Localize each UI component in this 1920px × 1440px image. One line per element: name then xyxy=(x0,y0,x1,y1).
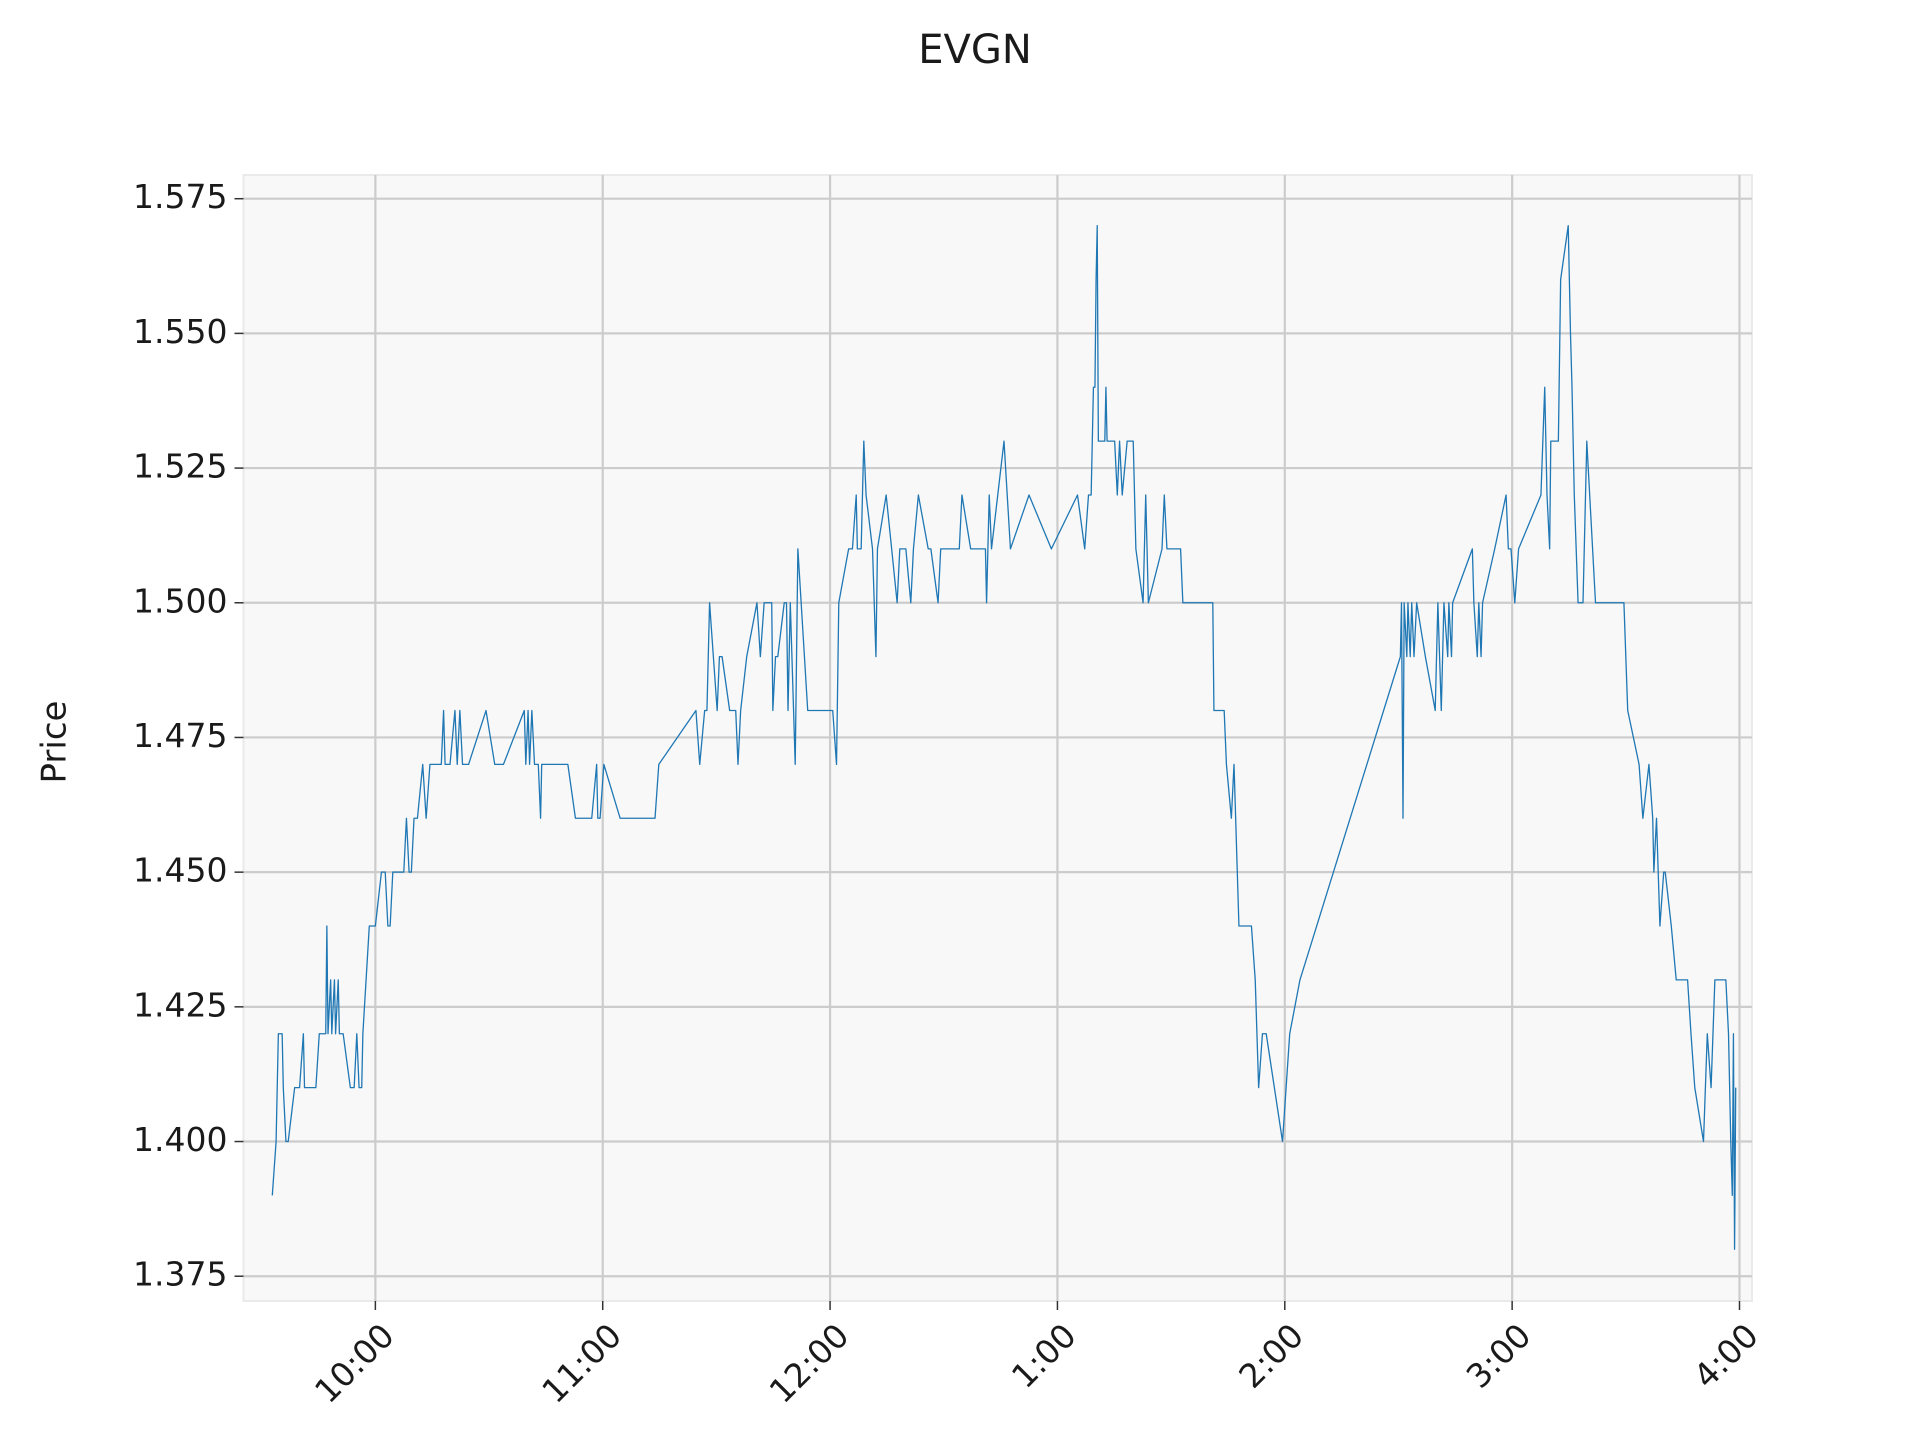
x-tick-label: 12:00 xyxy=(762,1316,857,1411)
chart-title: EVGN xyxy=(918,27,1032,73)
x-tick-label: 2:00 xyxy=(1231,1316,1311,1396)
price-line xyxy=(271,224,1737,1250)
y-tick-label: 1.450 xyxy=(133,851,227,890)
y-tick-label: 1.400 xyxy=(133,1120,227,1159)
y-tick-label: 1.425 xyxy=(133,985,227,1024)
y-tick-label: 1.375 xyxy=(133,1255,227,1294)
grid xyxy=(243,175,1752,1301)
x-tick-label: 11:00 xyxy=(534,1316,629,1411)
y-tick-label: 1.575 xyxy=(133,177,227,216)
x-tick-label: 4:00 xyxy=(1686,1316,1766,1396)
x-tick-label: 10:00 xyxy=(307,1316,402,1411)
y-tick-label: 1.500 xyxy=(133,581,227,620)
x-tick-label: 1:00 xyxy=(1004,1316,1084,1396)
plot xyxy=(271,224,1737,1250)
y-tick-label: 1.525 xyxy=(133,447,227,486)
y-tick-label: 1.475 xyxy=(133,716,227,755)
y-axis-label: Price xyxy=(35,701,75,784)
x-tick-label: 3:00 xyxy=(1459,1316,1539,1396)
y-tick-label: 1.550 xyxy=(133,312,227,351)
